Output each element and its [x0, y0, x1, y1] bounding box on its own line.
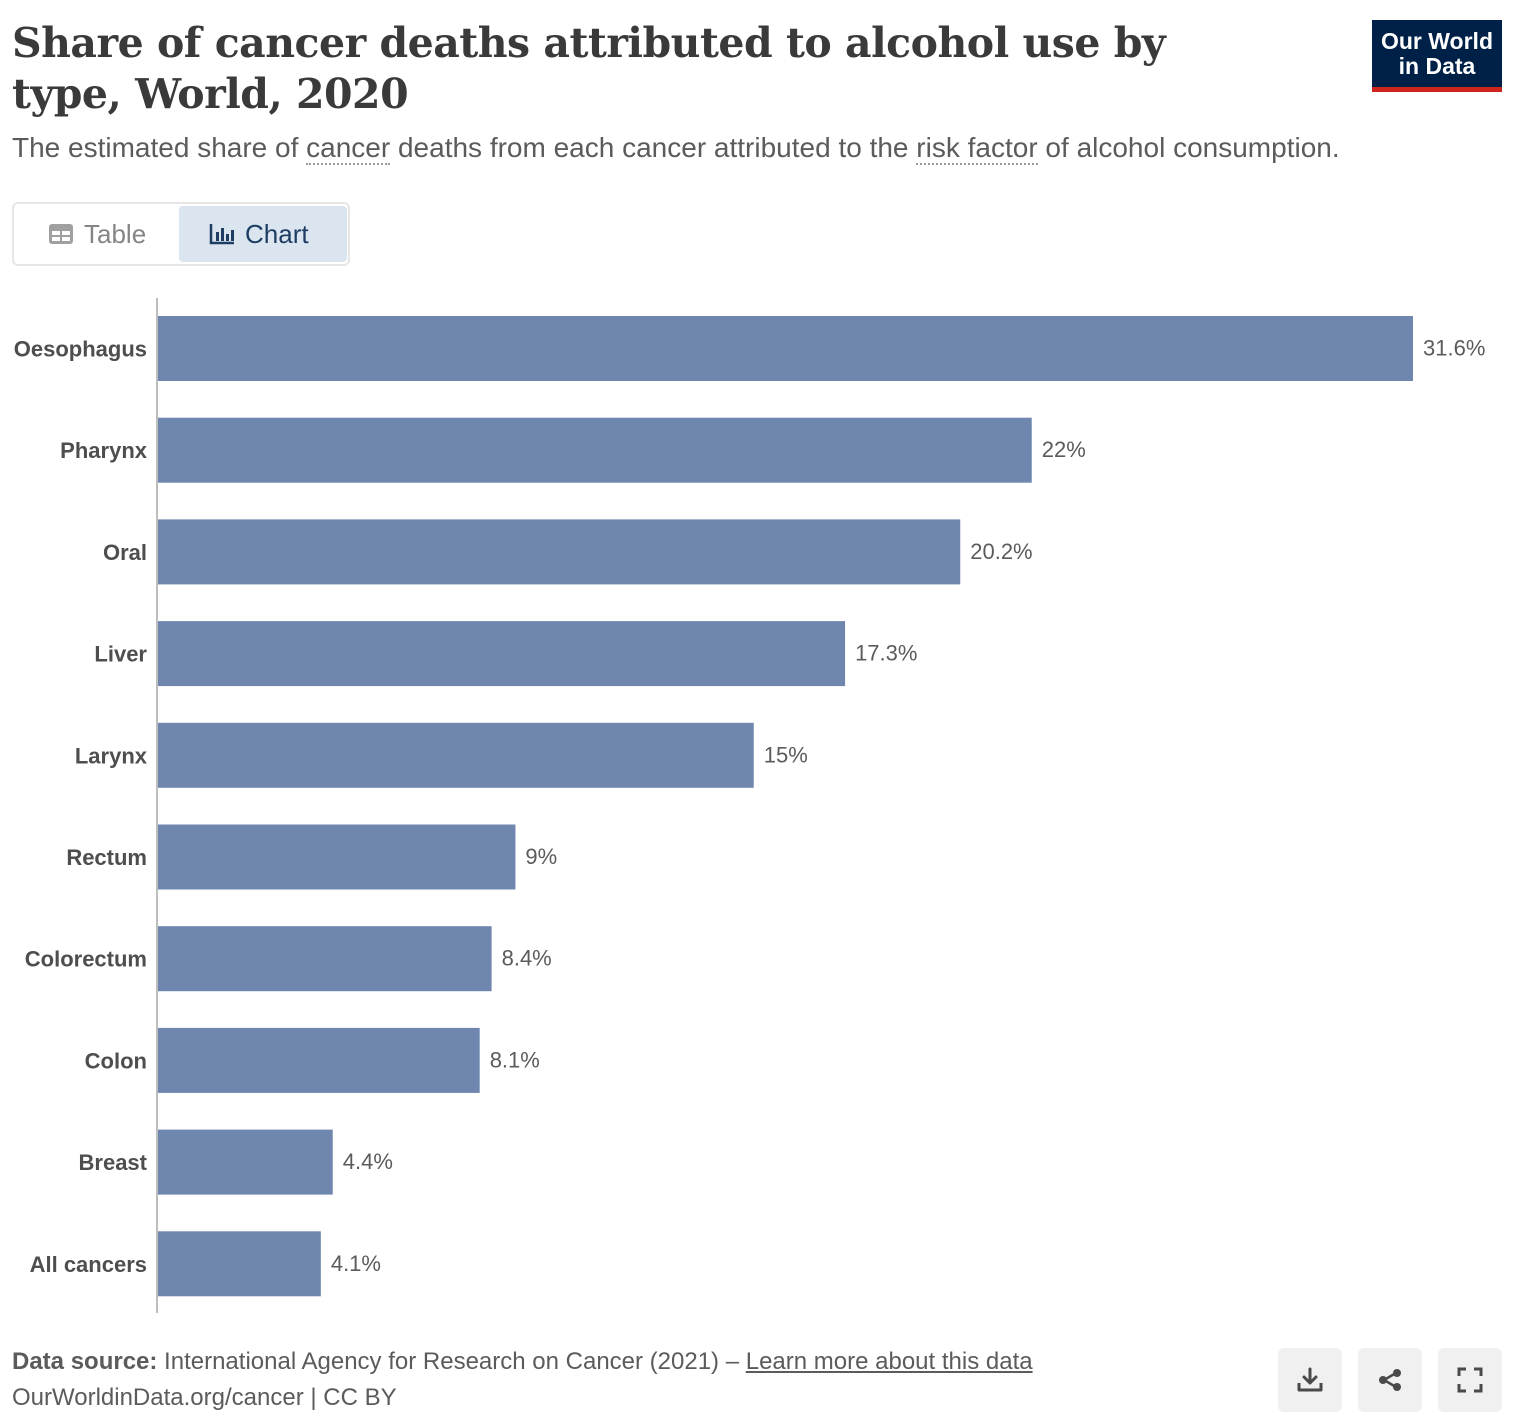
source-text: International Agency for Research on Can…	[157, 1348, 746, 1375]
category-label: Oesophagus	[14, 337, 147, 362]
subtitle-text-mid: deaths from each cancer attributed to th…	[390, 132, 917, 163]
value-label: 31.6%	[1423, 336, 1485, 361]
subtitle-text-end: of alcohol consumption.	[1037, 132, 1340, 163]
bar-chart-icon	[209, 224, 234, 245]
chart-title: Share of cancer deaths attributed to alc…	[12, 19, 1166, 118]
source-url[interactable]: OurWorldinData.org/cancer | CC BY	[12, 1384, 397, 1411]
logo-line-1: Our World	[1380, 28, 1493, 54]
bar-rectum[interactable]	[158, 824, 516, 890]
share-button[interactable]	[1358, 1348, 1422, 1412]
bar-liver[interactable]	[158, 621, 846, 687]
logo-line-2: in Data	[1398, 53, 1476, 79]
bar-all-cancers[interactable]	[158, 1231, 321, 1297]
tab-table-label: Table	[84, 218, 147, 249]
value-label: 4.1%	[331, 1251, 381, 1276]
category-label: Breast	[79, 1150, 148, 1175]
view-tabs: Table Chart	[12, 202, 350, 266]
download-button[interactable]	[1278, 1348, 1342, 1412]
tab-chart-label: Chart	[245, 218, 309, 249]
category-label: Colorectum	[25, 947, 147, 972]
share-icon	[1379, 1369, 1401, 1391]
value-label: 15%	[764, 742, 808, 767]
category-label: Liver	[94, 642, 147, 667]
bar-breast[interactable]	[158, 1129, 333, 1195]
bar-oral[interactable]	[158, 519, 961, 585]
value-label: 8.4%	[502, 946, 552, 971]
download-icon	[1297, 1367, 1323, 1392]
value-label: 17.3%	[855, 641, 917, 666]
bar-larynx[interactable]	[158, 722, 754, 788]
subtitle-text: The estimated share of	[12, 132, 307, 163]
chart-subtitle: The estimated share of cancer deaths fro…	[12, 128, 1340, 168]
value-label: 4.4%	[343, 1149, 393, 1174]
category-label: Colon	[85, 1048, 147, 1073]
bar-colon[interactable]	[158, 1027, 480, 1093]
bar-oesophagus[interactable]	[158, 316, 1413, 381]
cancer-link[interactable]: cancer	[306, 132, 391, 165]
risk-factor-link[interactable]: risk factor	[916, 132, 1038, 165]
owid-logo[interactable]: Our World in Data	[1372, 20, 1502, 92]
bar-colorectum[interactable]	[158, 926, 492, 992]
value-label: 22%	[1042, 437, 1086, 462]
value-label: 9%	[525, 844, 557, 869]
bar-pharynx[interactable]	[158, 417, 1032, 483]
table-icon	[49, 224, 73, 244]
data-source: Data source: International Agency for Re…	[12, 1344, 1033, 1380]
category-label: Rectum	[66, 845, 147, 870]
fullscreen-button[interactable]	[1438, 1348, 1502, 1412]
category-label: Larynx	[75, 743, 148, 768]
learn-more-link[interactable]: Learn more about this data	[745, 1348, 1033, 1375]
fullscreen-icon	[1457, 1367, 1483, 1393]
category-label: All cancers	[30, 1252, 147, 1277]
bar-chart: Oesophagus 31.6% Pharynx 22% Oral 20.2% Liver 1…	[14, 298, 1485, 1313]
category-label: Oral	[103, 540, 147, 565]
tab-chart[interactable]: Chart	[179, 206, 347, 262]
value-label: 20.2%	[970, 539, 1032, 564]
category-label: Pharynx	[60, 438, 148, 463]
tab-table[interactable]: Table	[18, 206, 178, 262]
value-label: 8.1%	[490, 1047, 540, 1072]
source-label: Data source:	[12, 1348, 158, 1375]
